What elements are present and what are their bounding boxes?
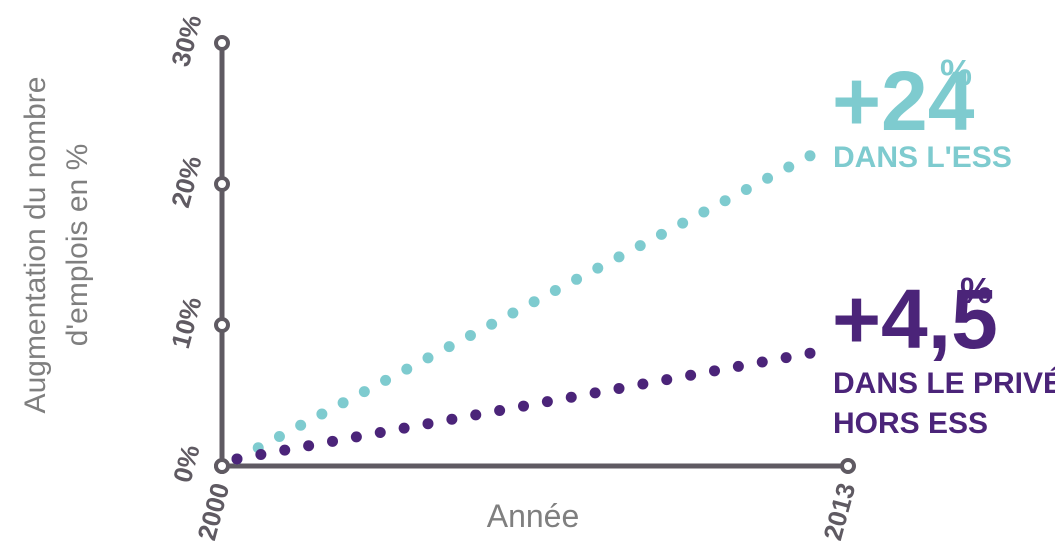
series-1-dot	[661, 374, 673, 386]
series-0-dot	[358, 386, 370, 398]
series-1-dot	[279, 444, 291, 456]
series-0-dot	[571, 273, 583, 285]
y-tick-label: 0%	[167, 442, 206, 486]
series-0-dot	[613, 251, 625, 263]
series-1-dot	[541, 396, 553, 408]
series-0-dot	[337, 397, 349, 409]
series-1-dot	[303, 440, 315, 452]
series-0-dot	[295, 419, 307, 431]
annotation-ess-value: +24	[832, 54, 975, 148]
series-0-dot	[740, 183, 752, 195]
y-tick-label: 30%	[165, 12, 207, 70]
x-axis-label: Année	[487, 498, 580, 534]
series-0-dot	[507, 307, 519, 319]
origin-marker	[214, 458, 230, 474]
series-1-dot	[685, 369, 697, 381]
series-0-dot	[316, 408, 328, 420]
series-1-dot	[398, 422, 410, 434]
series-1-dot	[780, 352, 792, 364]
series-1-dot	[637, 378, 649, 390]
series-0-dot	[401, 363, 413, 375]
y-tick-label: 10%	[165, 294, 207, 352]
annotation-prive-value: +4,5	[832, 272, 998, 366]
y-tick-marker	[214, 176, 230, 192]
series-1-dot	[804, 347, 816, 359]
series-0-dot	[592, 262, 604, 274]
series-1-dot	[350, 431, 362, 443]
y-tick-marker	[214, 35, 230, 51]
y-axis-label-line-1: Augmentation du nombre	[19, 77, 52, 414]
x-tick-label: 2013	[817, 480, 861, 544]
series-1-dot	[732, 360, 744, 372]
series-1-dot	[518, 400, 529, 412]
series-0-dot	[804, 150, 816, 162]
y-axis-label-line-2: d'emplois en %	[61, 144, 94, 347]
annotation-prive-label-line-1: DANS LE PRIVÉ	[833, 366, 1055, 400]
annotation-prive: +4,5 % DANS LE PRIVÉ HORS ESS	[832, 270, 1055, 440]
annotation-ess: +24 % DANS L'ESS	[832, 52, 1012, 174]
y-tick-label: 20%	[165, 153, 207, 211]
series-0-dot	[719, 195, 731, 207]
series-1-dot	[756, 356, 768, 368]
series-0-dot	[698, 206, 710, 218]
series-0-dot	[486, 318, 498, 330]
series-0-dot	[528, 296, 540, 308]
annotation-prive-label-line-2: HORS ESS	[833, 407, 988, 440]
annotation-ess-unit: %	[940, 52, 972, 93]
series-0-dot	[273, 430, 285, 442]
series-1-dot	[709, 365, 720, 377]
series-1-dot	[422, 418, 434, 430]
series-0-dot	[762, 172, 774, 184]
series-0-dot	[422, 352, 434, 364]
series-0-dot	[549, 285, 561, 297]
series-0-dot	[783, 161, 795, 173]
series-1-dot	[565, 391, 577, 403]
annotation-ess-label: DANS L'ESS	[833, 141, 1012, 174]
series-0-dot	[443, 341, 455, 353]
y-tick-marker	[214, 317, 230, 333]
series-1-dot	[446, 413, 458, 425]
series-1-dot	[231, 453, 243, 465]
y-ticks: 0% 10% 20% 30%	[165, 12, 230, 486]
series-0-dot	[655, 228, 667, 240]
series-0	[231, 150, 816, 465]
series-1-dot	[374, 427, 386, 439]
series-1-dot	[255, 449, 267, 461]
series-0-dot	[634, 240, 646, 252]
series-1-dot	[613, 382, 625, 394]
series-0-dot	[380, 374, 392, 386]
series-1-dot	[589, 387, 601, 399]
series-0-dot	[677, 217, 689, 229]
series-layer	[231, 150, 816, 465]
series-1-dot	[327, 435, 338, 447]
series-1	[231, 347, 816, 465]
series-1-dot	[470, 409, 482, 421]
x-tick-label: 2000	[191, 480, 235, 544]
x-tick-marker	[840, 458, 856, 474]
series-0-dot	[464, 329, 476, 341]
annotation-prive-unit: %	[960, 270, 992, 311]
series-1-dot	[494, 404, 506, 416]
